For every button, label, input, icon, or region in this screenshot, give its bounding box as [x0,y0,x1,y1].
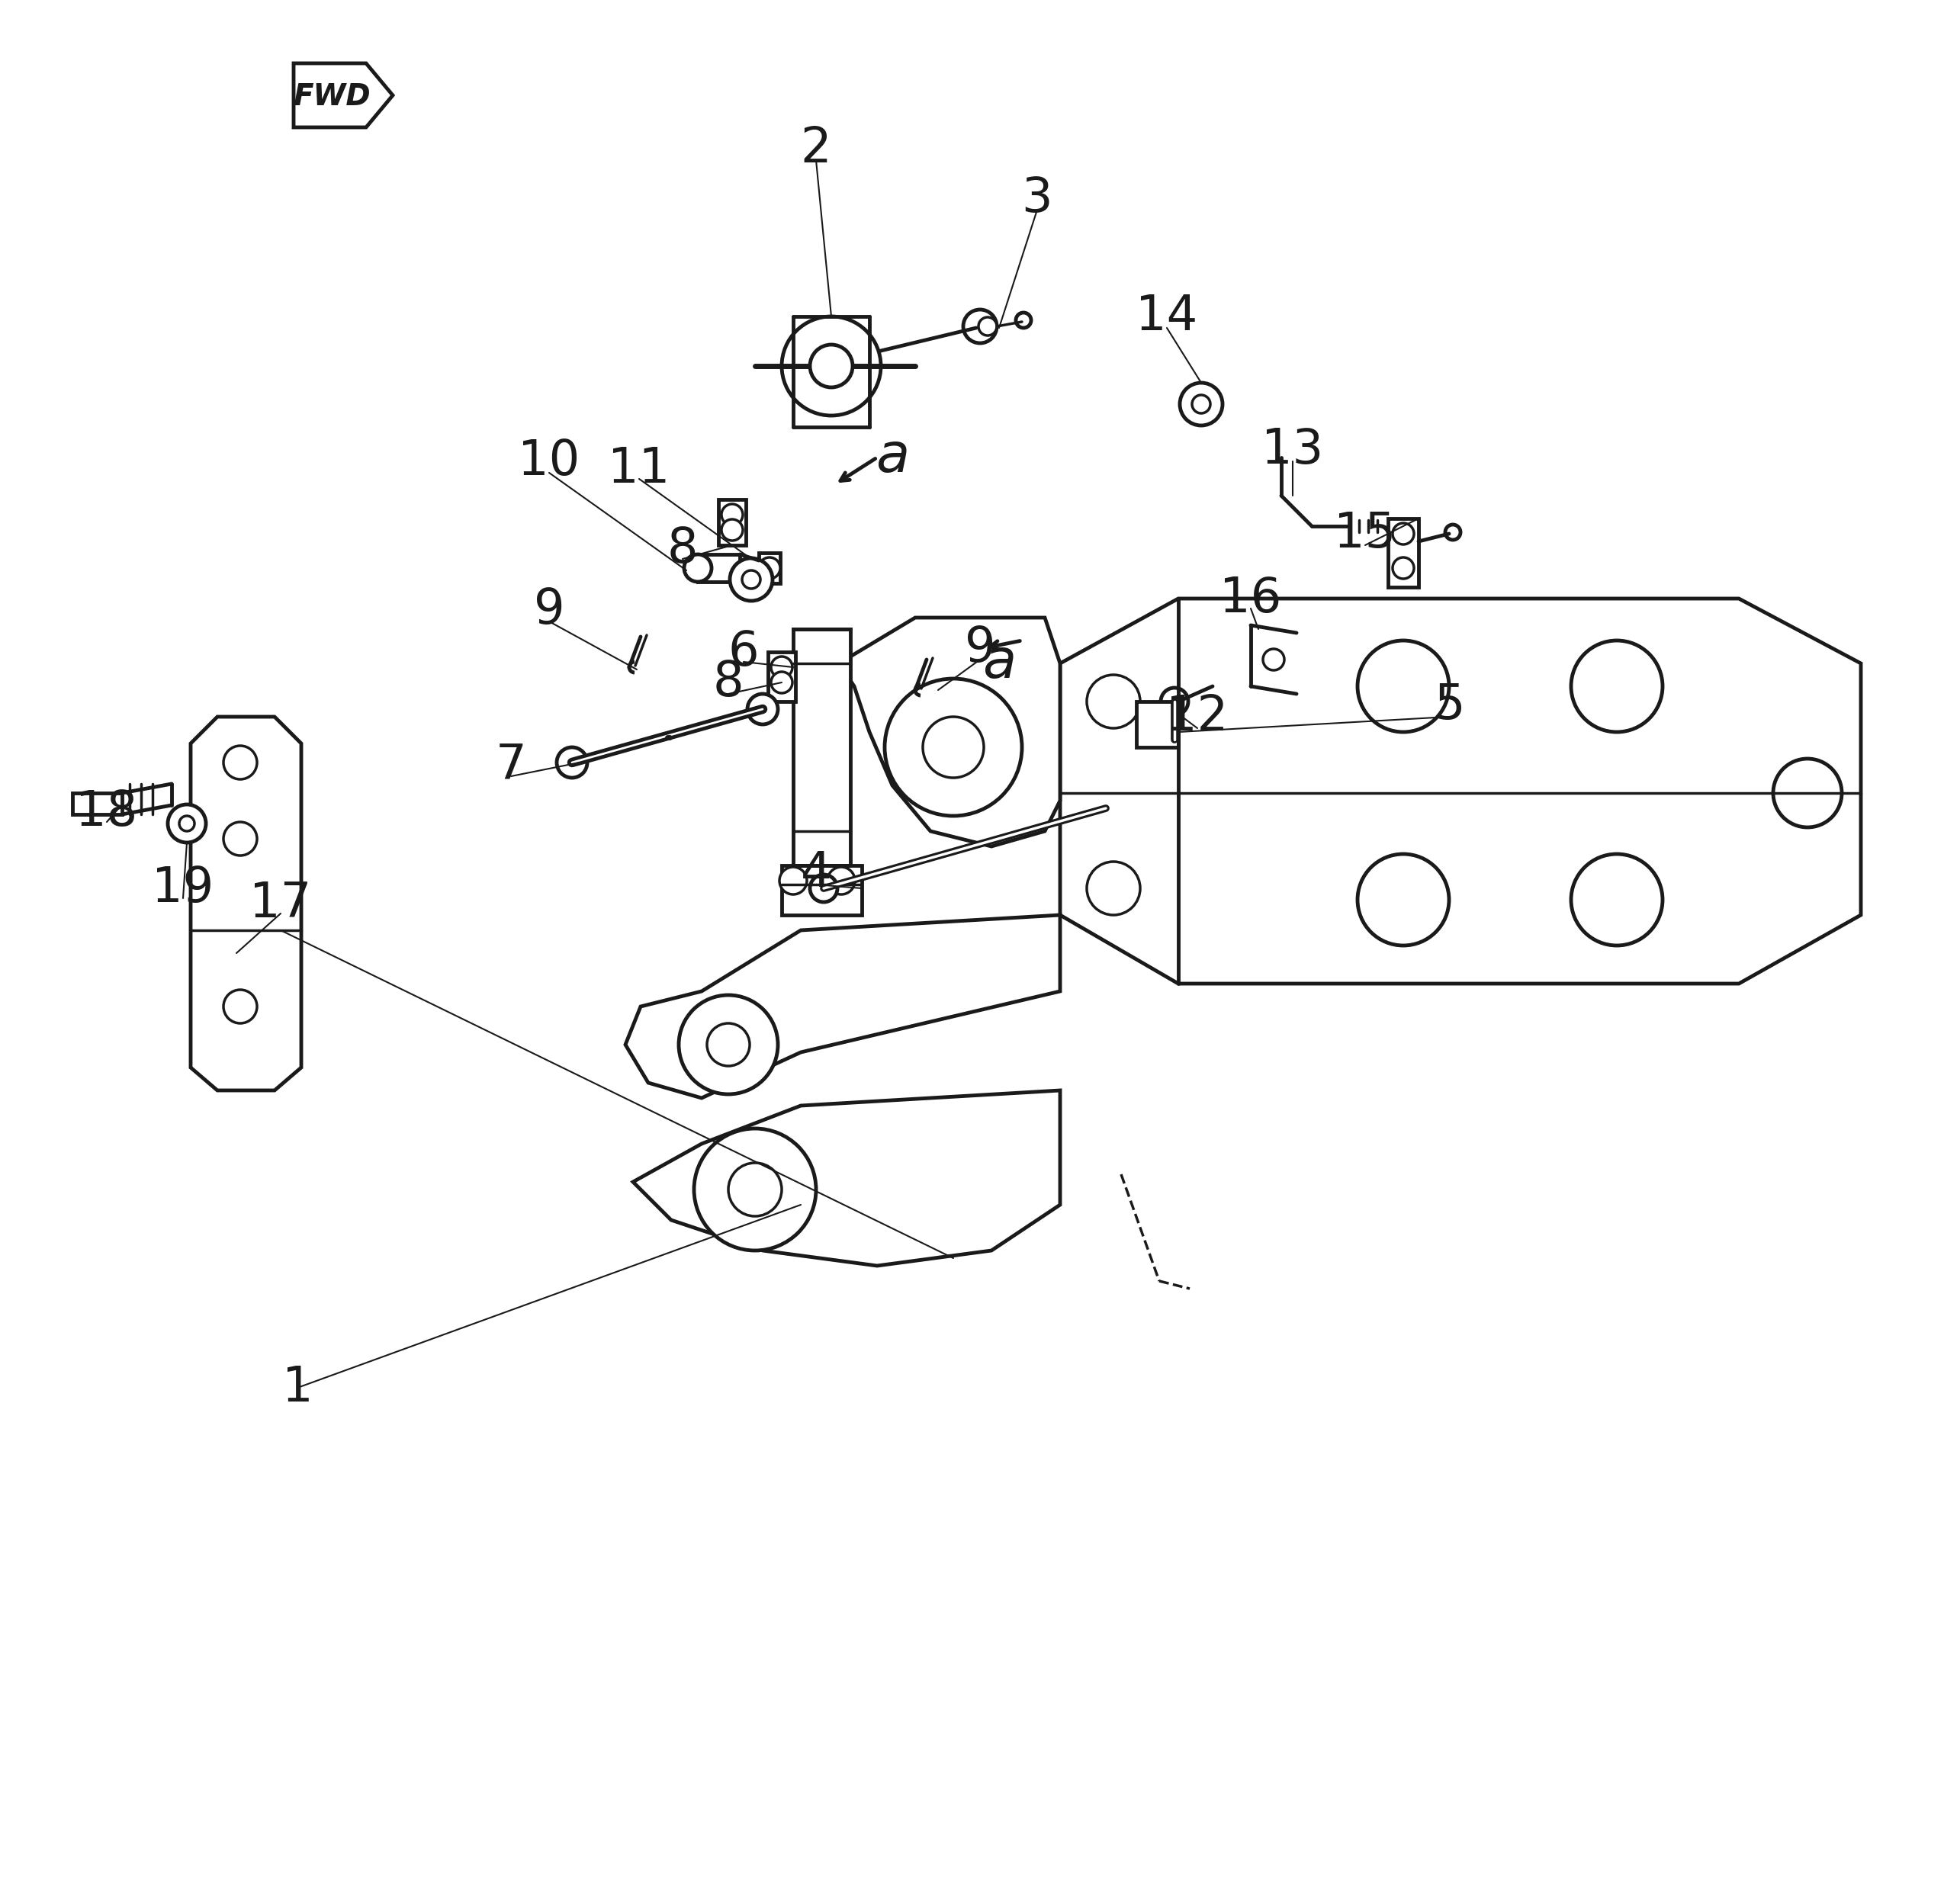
Circle shape [743,571,760,588]
Polygon shape [1059,598,1860,984]
Polygon shape [626,916,1059,1099]
Circle shape [224,746,257,779]
Circle shape [780,866,807,895]
Circle shape [1571,855,1662,946]
Circle shape [179,817,194,832]
Circle shape [1773,758,1841,828]
Circle shape [721,520,743,541]
Bar [72,792,122,815]
Circle shape [684,554,712,583]
Circle shape [962,310,997,343]
Circle shape [781,316,881,415]
Text: 10: 10 [519,438,579,486]
Circle shape [746,693,778,724]
Circle shape [1017,312,1030,327]
Circle shape [828,866,855,895]
Circle shape [556,746,587,777]
Circle shape [1180,383,1223,425]
Circle shape [729,558,772,602]
Circle shape [923,716,984,777]
Bar [1388,518,1419,586]
Circle shape [1357,855,1448,946]
Circle shape [224,990,257,1022]
Circle shape [1357,640,1448,731]
Polygon shape [634,1091,1059,1266]
Circle shape [1087,863,1141,916]
Circle shape [1264,649,1285,670]
Circle shape [167,805,206,843]
Text: 9: 9 [533,586,564,634]
Circle shape [721,505,743,526]
Circle shape [772,657,793,678]
Text: 19: 19 [152,864,214,912]
Bar [698,554,741,583]
Text: 13: 13 [1262,426,1324,474]
Text: 5: 5 [1433,682,1464,729]
Bar [719,499,746,545]
Bar [768,651,795,701]
Text: 14: 14 [1135,293,1198,341]
Text: 1: 1 [282,1363,313,1411]
Text: 8: 8 [713,659,745,706]
Polygon shape [191,716,301,1091]
Circle shape [694,1129,816,1251]
Text: FWD: FWD [294,82,371,110]
Circle shape [678,996,778,1095]
Text: a: a [982,638,1017,689]
Circle shape [758,558,780,579]
Circle shape [1192,394,1211,413]
Circle shape [811,874,838,902]
Circle shape [1392,524,1413,545]
Circle shape [978,318,997,335]
Text: 9: 9 [964,625,995,672]
Circle shape [885,678,1023,817]
Circle shape [708,1022,750,1066]
Text: 8: 8 [667,526,698,573]
Text: 17: 17 [249,880,311,927]
Text: 4: 4 [801,849,832,897]
Circle shape [224,823,257,855]
Circle shape [1571,640,1662,731]
Circle shape [1087,674,1141,727]
Text: 7: 7 [496,743,527,790]
Circle shape [1444,526,1460,541]
Text: 3: 3 [1023,175,1054,223]
Text: 18: 18 [76,788,138,836]
Circle shape [1161,687,1188,716]
Bar [781,866,861,916]
Bar [758,552,780,583]
Text: a: a [875,430,910,484]
Bar [1137,701,1178,746]
Circle shape [1392,558,1413,579]
Text: 11: 11 [608,446,671,493]
Polygon shape [840,617,1059,847]
Circle shape [811,345,853,387]
Text: 2: 2 [801,126,832,173]
Text: 12: 12 [1166,693,1229,741]
Circle shape [772,672,793,693]
Text: 16: 16 [1219,575,1281,623]
Bar [793,628,850,866]
Circle shape [729,1163,781,1217]
Polygon shape [294,63,393,128]
Text: 6: 6 [729,628,758,676]
Text: 15: 15 [1334,510,1396,558]
